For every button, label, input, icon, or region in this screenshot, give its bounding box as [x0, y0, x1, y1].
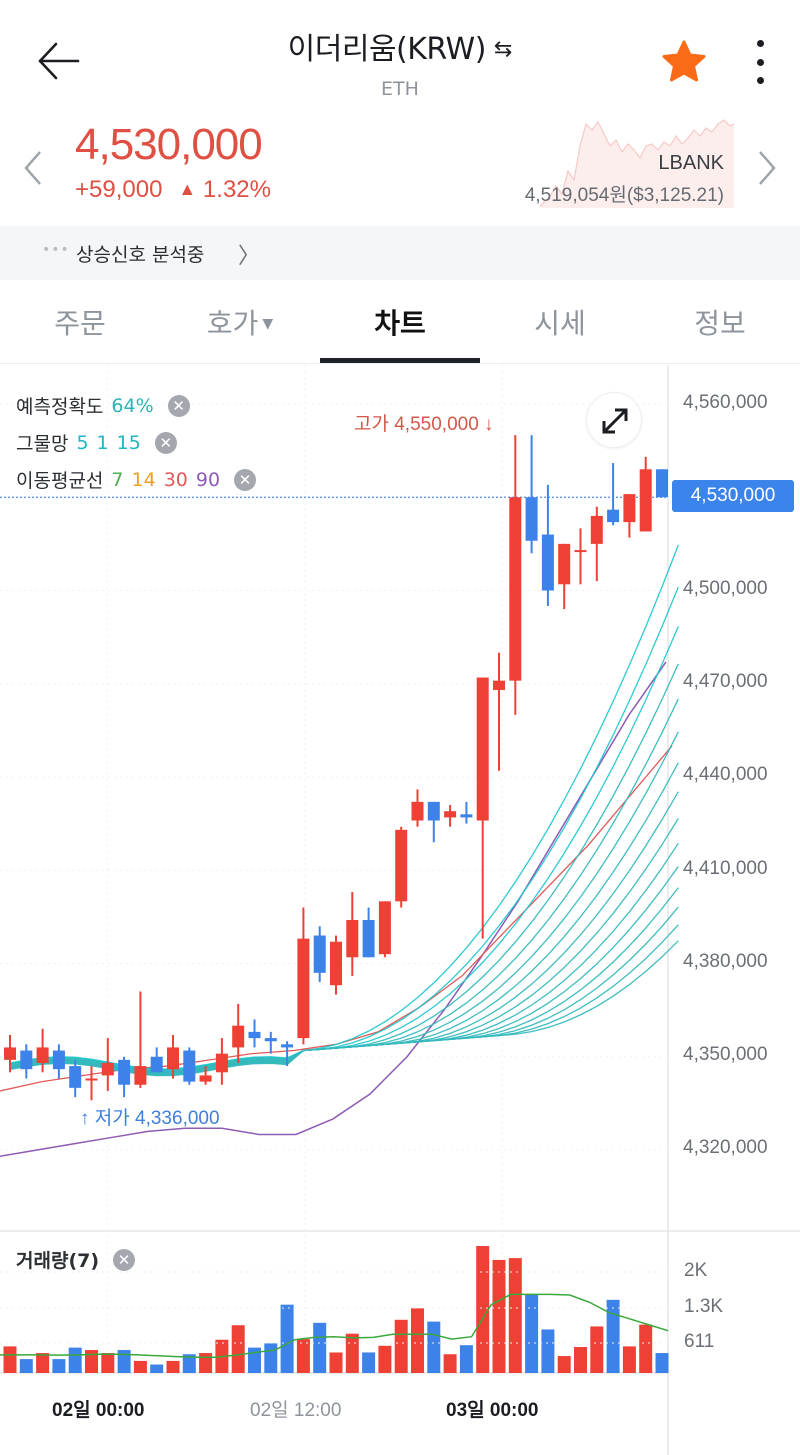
- app-header: 이더리움(KRW) ⇆ ETH: [0, 0, 800, 110]
- y-axis-label: 4,350,000: [683, 1044, 768, 1065]
- legend-label: 이동평균선: [16, 470, 104, 492]
- back-button[interactable]: [34, 36, 84, 86]
- arrow-up-icon: ↑: [80, 1108, 90, 1129]
- volume-axis-label: 611: [684, 1331, 715, 1352]
- legend-value: 15: [116, 431, 141, 454]
- volume-axis-label: 1.3K: [684, 1296, 724, 1317]
- price-summary: 4,530,000 +59,000 ▲ 1.32% LBANK 4,519,054…: [0, 110, 800, 224]
- tab-orderbook[interactable]: 호가 ▼: [160, 302, 320, 342]
- signal-text: 상승신호 분석중: [76, 244, 205, 266]
- y-axis-label: 4,380,000: [683, 951, 768, 972]
- next-coin-button[interactable]: [754, 148, 780, 197]
- expand-arrows-icon: [602, 408, 628, 434]
- legend-moving-average: 이동평균선 7 14 30 90 ✕: [16, 466, 257, 493]
- y-axis-label: 4,440,000: [683, 764, 768, 785]
- tab-label: 호가: [206, 307, 259, 340]
- y-axis-label: 4,410,000: [683, 858, 768, 879]
- close-icon[interactable]: ✕: [234, 468, 257, 491]
- y-axis-label: 4,500,000: [683, 578, 768, 599]
- high-price-annotation: 고가 4,550,000 ↓: [354, 409, 494, 436]
- star-icon: [662, 40, 706, 82]
- caret-down-icon: ▼: [262, 316, 274, 332]
- legend-label: 그물망: [16, 433, 69, 455]
- chevron-left-icon: [24, 151, 41, 185]
- prev-coin-button[interactable]: [20, 148, 46, 197]
- high-label: 고가 4,550,000: [354, 414, 479, 435]
- close-icon[interactable]: ✕: [154, 431, 177, 454]
- change-percent: 1.32%: [202, 176, 271, 203]
- price-chart[interactable]: 예측정확도 64% ✕ 그물망 5 1 15 ✕ 이동평균선 7 14 30 9…: [0, 365, 800, 1455]
- volume-label: 거래량(7): [16, 1250, 100, 1272]
- more-options-button[interactable]: [748, 40, 772, 84]
- tab-market-price[interactable]: 시세: [480, 302, 640, 342]
- tab-chart[interactable]: 차트: [320, 302, 480, 342]
- current-price-tag: 4,530,000: [672, 480, 794, 512]
- chevron-right-icon: 〉: [238, 244, 261, 269]
- swap-icon[interactable]: ⇆: [493, 37, 513, 62]
- arrow-down-icon: ↓: [484, 414, 494, 435]
- y-axis-label: 4,560,000: [683, 392, 768, 413]
- current-price: 4,530,000: [75, 120, 263, 169]
- x-axis-label: 03일 00:00: [446, 1400, 539, 1421]
- change-amount: +59,000: [75, 176, 163, 203]
- y-axis-label: 4,470,000: [683, 671, 768, 692]
- tab-label: 주문: [54, 307, 106, 340]
- triangle-up-icon: ▲: [178, 179, 197, 199]
- tab-label: 시세: [534, 307, 586, 340]
- candlestick-chart[interactable]: [0, 365, 800, 1455]
- loading-dots-icon: •••: [42, 242, 70, 258]
- legend-value: 7: [111, 468, 124, 491]
- more-dot-icon: [756, 58, 764, 66]
- tab-bar: 주문 호가 ▼ 차트 시세 정보: [0, 280, 800, 364]
- legend-value: 1: [96, 431, 109, 454]
- exchange-price: 4,519,054원($3,125.21): [524, 185, 724, 206]
- volume-legend: 거래량(7) ✕: [16, 1246, 136, 1273]
- close-icon[interactable]: ✕: [113, 1248, 136, 1271]
- legend-accuracy: 예측정확도 64% ✕: [16, 392, 190, 419]
- volume-axis-label: 2K: [684, 1260, 708, 1281]
- favorite-button[interactable]: [660, 38, 708, 86]
- x-axis-label: 02일 12:00: [250, 1400, 342, 1421]
- tab-label: 차트: [374, 307, 426, 340]
- y-axis-label: 4,320,000: [683, 1137, 768, 1158]
- fullscreen-button[interactable]: [586, 392, 642, 448]
- page-title[interactable]: 이더리움(KRW): [287, 32, 487, 67]
- low-label: 저가 4,336,000: [94, 1108, 220, 1129]
- x-axis-label: 02일 00:00: [52, 1400, 145, 1421]
- sparkline-chart: [540, 119, 734, 208]
- legend-value: 5: [76, 431, 89, 454]
- exchange-name: LBANK: [658, 152, 724, 174]
- coin-symbol: ETH: [381, 78, 419, 100]
- legend-value: 30: [163, 468, 188, 491]
- arrow-left-icon: [38, 42, 80, 80]
- legend-value: 90: [195, 468, 221, 491]
- chevron-right-icon: [759, 151, 776, 185]
- title-block: 이더리움(KRW) ⇆ ETH: [0, 24, 800, 100]
- price-change: +59,000 ▲ 1.32%: [75, 176, 271, 204]
- tab-label: 정보: [694, 307, 746, 340]
- low-price-annotation: ↑ 저가 4,336,000: [80, 1103, 220, 1130]
- legend-value: 64%: [111, 394, 154, 417]
- more-dot-icon: [756, 40, 764, 47]
- active-tab-indicator: [320, 358, 480, 363]
- legend-value: 14: [131, 468, 156, 491]
- legend-label: 예측정확도: [16, 396, 104, 418]
- tab-order[interactable]: 주문: [0, 302, 160, 342]
- legend-ribbon: 그물망 5 1 15 ✕: [16, 429, 177, 456]
- close-icon[interactable]: ✕: [167, 394, 190, 417]
- tab-info[interactable]: 정보: [640, 302, 800, 342]
- more-dot-icon: [756, 77, 764, 84]
- signal-banner[interactable]: ••• 상승신호 분석중 〉: [0, 226, 800, 280]
